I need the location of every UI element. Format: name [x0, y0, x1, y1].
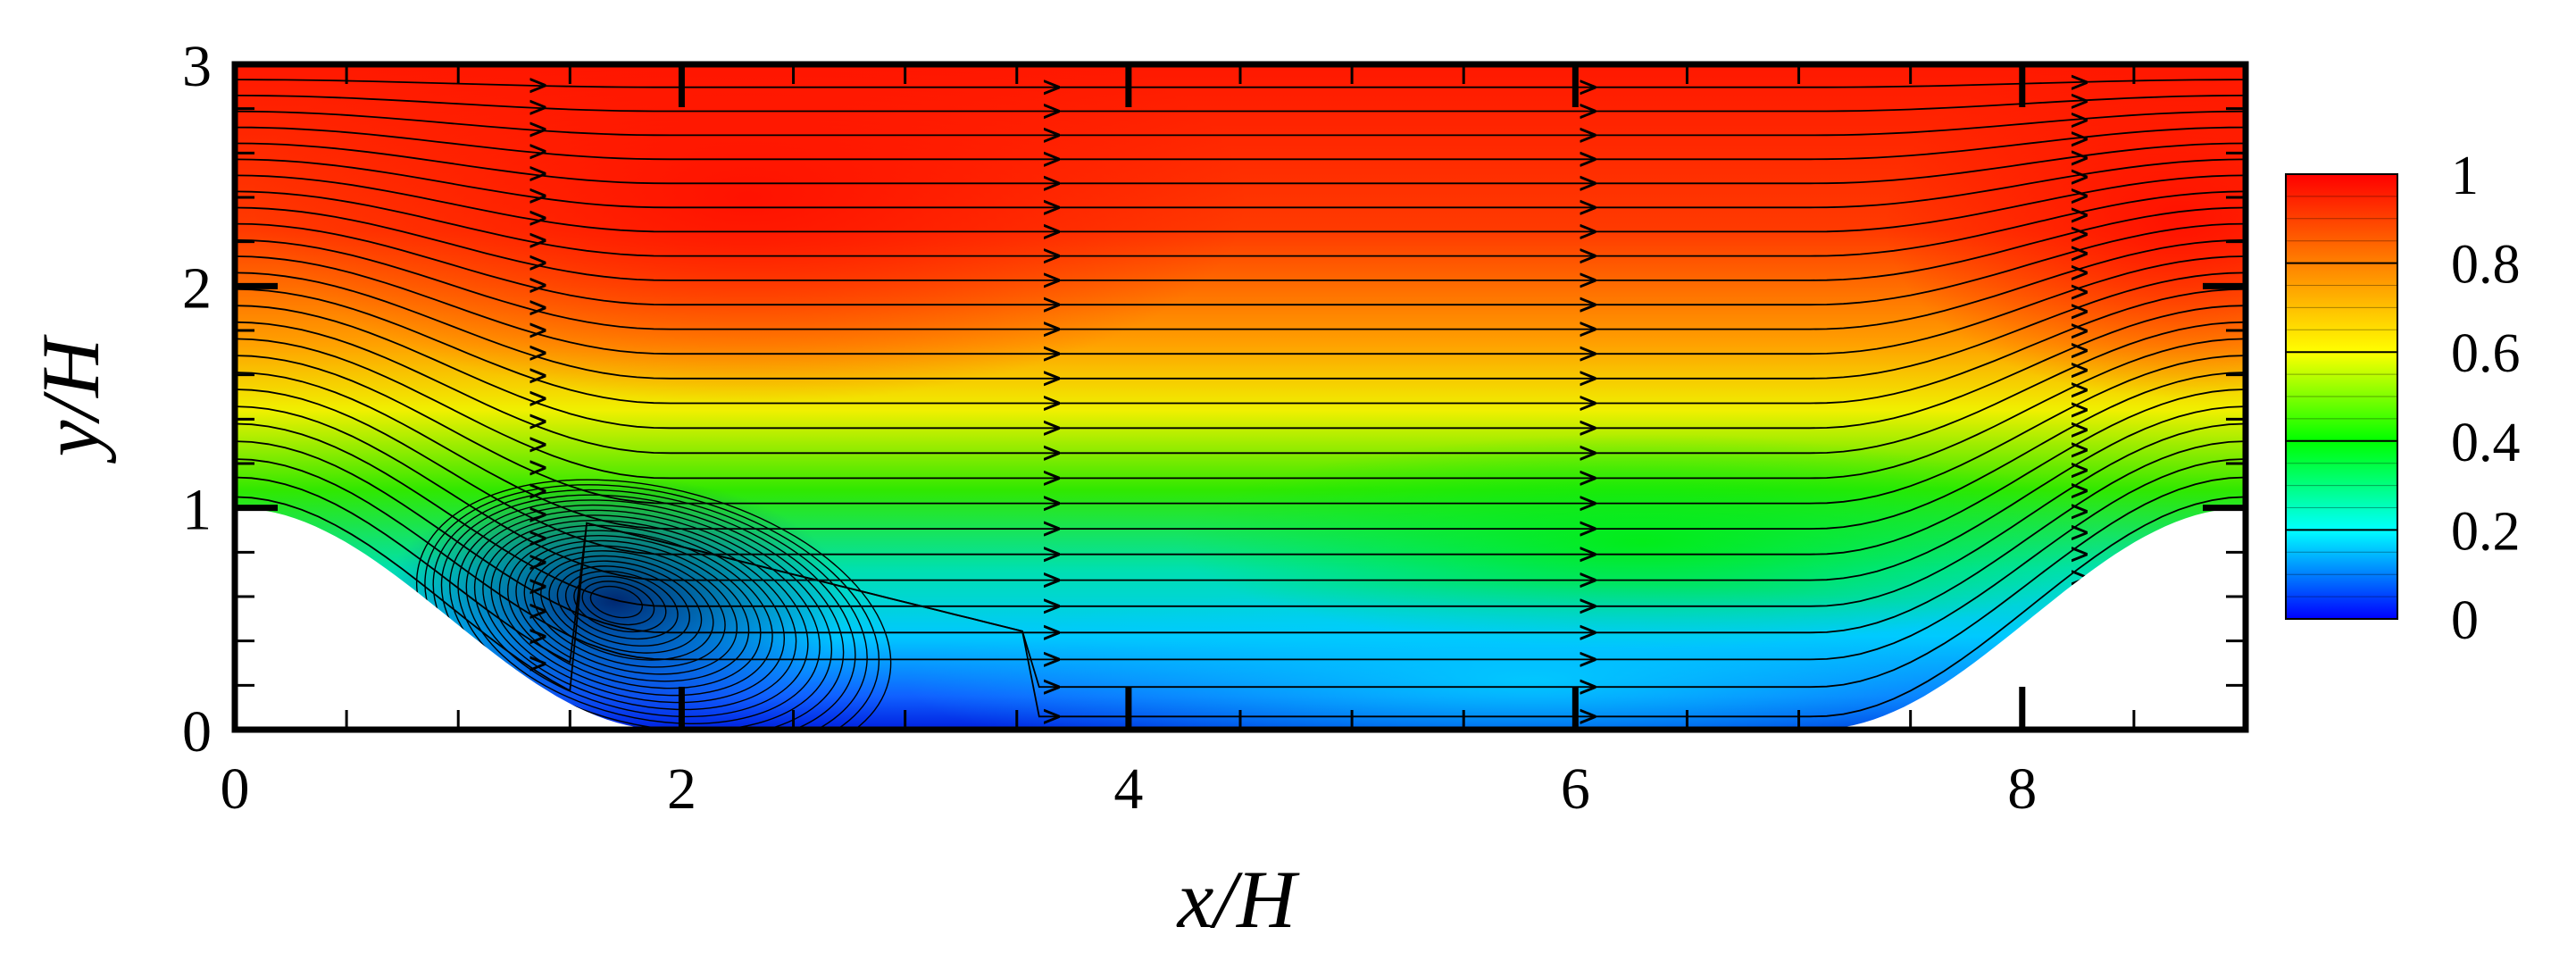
- streamline: [235, 190, 2246, 257]
- x-tick-label: 0: [221, 756, 250, 822]
- vortex-streamline: [515, 539, 750, 682]
- streamline: [235, 238, 2246, 330]
- streamline: [235, 142, 2246, 185]
- vortex-streamline: [573, 575, 667, 633]
- y-tick-label: 3: [182, 34, 212, 99]
- colorbar-tick-label: 0.8: [2451, 235, 2521, 296]
- vortex-streamline: [589, 585, 643, 619]
- vortex-streamline: [432, 489, 868, 730]
- streamline: [235, 305, 2246, 430]
- colorbar-tick-label: 1: [2451, 146, 2479, 206]
- vortex-streamline: [523, 545, 738, 675]
- vortex-streamline: [507, 535, 762, 689]
- tick-labels: 0 2 4 6 8 0 1 2 3: [182, 34, 2037, 822]
- vortex-streamline: [457, 504, 833, 730]
- vortex-streamline: [556, 565, 690, 647]
- streamline: [235, 271, 2246, 380]
- x-tick-label: 2: [667, 756, 696, 822]
- streamline: [235, 372, 2246, 530]
- y-tick-label: 1: [182, 478, 212, 543]
- vortex-streamline: [415, 479, 892, 730]
- vortex-streamline: [581, 581, 655, 626]
- colorbar-tick-label: 0: [2451, 590, 2479, 651]
- streamline: [235, 355, 2246, 505]
- streamline: [235, 255, 2246, 355]
- colorbar: 0 0.2 0.4 0.6 0.8 1: [2285, 146, 2521, 651]
- x-tick-label: 4: [1113, 756, 1143, 822]
- streamline: [235, 95, 2246, 113]
- streamline: [235, 126, 2246, 161]
- streamline: [235, 206, 2246, 281]
- colorbar-tick-label: 0.2: [2451, 501, 2521, 562]
- axes: [231, 61, 2249, 733]
- streamline: [235, 338, 2246, 480]
- streamline: [235, 476, 2246, 689]
- streamline: [235, 79, 2246, 88]
- high-velocity-core-right: [1883, 64, 2246, 398]
- vortex-streamline: [465, 509, 821, 725]
- x-axis-label: x/H: [1176, 854, 1300, 945]
- vortex-streamline: [564, 570, 679, 639]
- colorbar-tick-label: 0.6: [2451, 323, 2521, 384]
- high-velocity-core: [248, 64, 1249, 403]
- vortex-streamline: [498, 530, 773, 697]
- vortex-streamline: [490, 524, 786, 704]
- x-tick-label: 8: [2007, 756, 2037, 822]
- streamline: [235, 405, 2246, 581]
- y-axis-label: y/H: [25, 334, 116, 464]
- streamline: [235, 288, 2246, 405]
- y-tick-label: 2: [182, 255, 212, 321]
- streamline: [235, 158, 2246, 209]
- streamline: [235, 321, 2246, 455]
- colorbar-fill: [2286, 174, 2397, 619]
- vortex-streamline: [473, 514, 809, 718]
- streamline: [235, 222, 2246, 306]
- streamline: [235, 388, 2246, 556]
- y-tick-label: 0: [182, 699, 212, 764]
- streamline: [235, 174, 2246, 233]
- colorbar-tick-label: 0.4: [2451, 413, 2521, 473]
- vortex-streamline: [548, 560, 703, 654]
- x-tick-label: 6: [1561, 756, 1590, 822]
- vortex-streamline: [482, 519, 797, 711]
- streamlines: [235, 79, 2246, 730]
- streamline: [235, 440, 2246, 634]
- streamline: [235, 110, 2246, 137]
- vortex-streamline: [540, 555, 714, 661]
- vortex-streamline: [531, 550, 726, 668]
- near-wall-region: [905, 582, 2156, 730]
- vortex-streamline: [440, 494, 856, 730]
- vortex-streamline: [424, 484, 880, 730]
